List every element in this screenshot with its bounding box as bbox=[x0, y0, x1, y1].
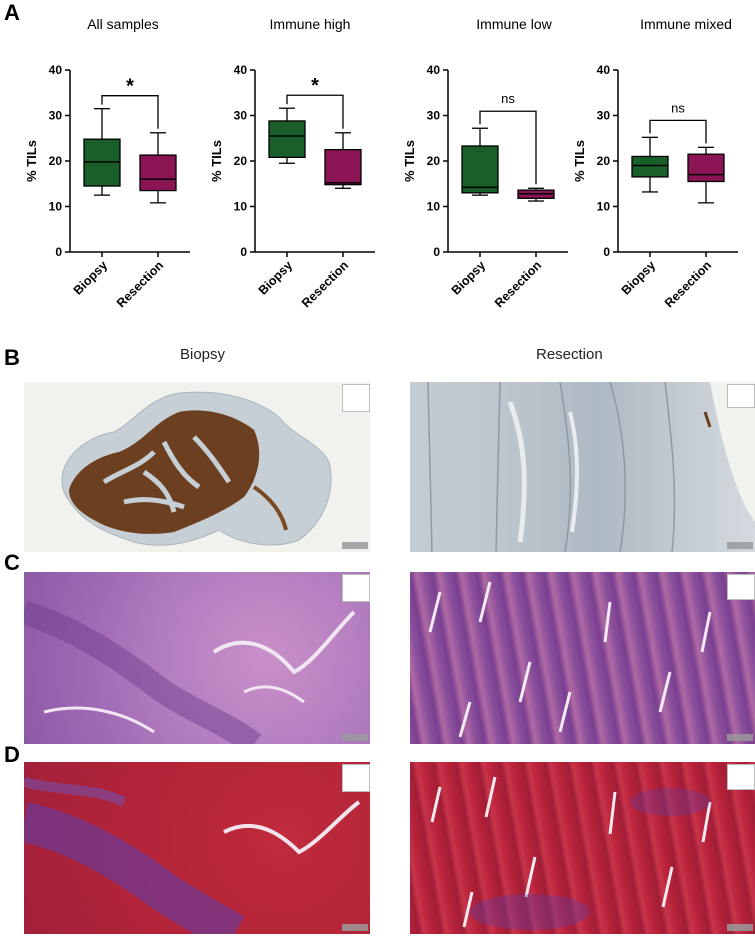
chart-title-immune-mixed: Immune mixed bbox=[640, 16, 732, 32]
y-tick-label: 20 bbox=[427, 154, 441, 168]
box-plot-2: 0 10 20 30 40 % TILs Biopsy Resection ns bbox=[402, 63, 568, 310]
x-tick-label: Resection bbox=[662, 258, 714, 310]
chart-title-immune-high: Immune high bbox=[269, 16, 351, 32]
y-tick-label: 0 bbox=[240, 245, 247, 259]
y-axis-label: % TILs bbox=[24, 140, 39, 182]
y-tick-label: 30 bbox=[427, 109, 441, 123]
y-tick-label: 40 bbox=[427, 63, 441, 77]
box-biopsy bbox=[268, 107, 306, 164]
significance-bracket bbox=[101, 95, 159, 129]
x-tick-label: Resection bbox=[299, 258, 351, 310]
y-tick-label: 40 bbox=[234, 63, 248, 77]
resection-stain-map-image bbox=[410, 762, 755, 934]
y-tick-label: 20 bbox=[234, 154, 248, 168]
y-tick-label: 30 bbox=[597, 109, 611, 123]
significance-label: * bbox=[311, 75, 319, 97]
resection-ihc-image bbox=[410, 382, 755, 552]
box-resection bbox=[139, 132, 177, 204]
x-tick-label: Biopsy bbox=[71, 258, 110, 297]
y-tick-label: 0 bbox=[603, 245, 610, 259]
y-tick-label: 0 bbox=[55, 245, 62, 259]
biopsy-ihc-image bbox=[24, 382, 370, 552]
iqr-box bbox=[461, 145, 499, 194]
significance-label: * bbox=[126, 76, 134, 98]
significance-label: ns bbox=[501, 91, 515, 106]
y-axis-label: % TILs bbox=[209, 140, 224, 182]
iqr-box bbox=[324, 148, 362, 186]
iqr-box bbox=[687, 153, 725, 183]
box-biopsy bbox=[83, 108, 121, 196]
box-biopsy bbox=[631, 136, 669, 193]
x-tick-label: Biopsy bbox=[619, 258, 658, 297]
chart-title-immune-low: Immune low bbox=[476, 16, 552, 32]
iqr-box bbox=[631, 155, 669, 178]
y-tick-label: 10 bbox=[597, 200, 611, 214]
x-tick-label: Biopsy bbox=[449, 258, 488, 297]
resection-he-image bbox=[410, 572, 755, 744]
panel-label-a: A bbox=[4, 0, 20, 25]
significance-bracket bbox=[649, 119, 707, 144]
box-biopsy bbox=[461, 127, 499, 196]
panel-label-b: B bbox=[4, 345, 20, 370]
iqr-box bbox=[139, 154, 177, 192]
x-tick-label: Biopsy bbox=[256, 258, 295, 297]
y-tick-label: 20 bbox=[49, 154, 63, 168]
box-resection bbox=[687, 146, 725, 204]
y-tick-label: 30 bbox=[234, 109, 248, 123]
y-tick-label: 40 bbox=[49, 63, 63, 77]
y-tick-label: 20 bbox=[597, 154, 611, 168]
y-tick-label: 0 bbox=[433, 245, 440, 259]
box-resection bbox=[517, 187, 555, 202]
significance-bracket bbox=[479, 110, 537, 185]
y-tick-label: 40 bbox=[597, 63, 611, 77]
y-tick-label: 10 bbox=[234, 200, 248, 214]
column-title-resection: Resection bbox=[536, 346, 603, 363]
significance-bracket bbox=[286, 94, 344, 129]
y-tick-label: 10 bbox=[427, 200, 441, 214]
panel-label-c: C bbox=[4, 550, 20, 575]
y-axis-label: % TILs bbox=[572, 140, 587, 182]
x-tick-label: Resection bbox=[492, 258, 544, 310]
biopsy-he-image bbox=[24, 572, 370, 744]
iqr-box bbox=[268, 120, 306, 159]
box-plot-3: 0 10 20 30 40 % TILs Biopsy Resection ns bbox=[572, 63, 738, 310]
box-resection bbox=[324, 132, 362, 189]
y-tick-label: 10 bbox=[49, 200, 63, 214]
column-title-biopsy: Biopsy bbox=[180, 346, 226, 363]
box-plot-1: 0 10 20 30 40 % TILs Biopsy Resection * bbox=[209, 63, 375, 310]
biopsy-stain-map-image bbox=[24, 762, 370, 934]
y-tick-label: 30 bbox=[49, 109, 63, 123]
significance-label: ns bbox=[671, 100, 685, 115]
x-tick-label: Resection bbox=[114, 258, 166, 310]
y-axis-label: % TILs bbox=[402, 140, 417, 182]
panel-label-d: D bbox=[4, 742, 20, 767]
chart-title-all-samples: All samples bbox=[87, 16, 159, 32]
box-plot-0: 0 10 20 30 40 % TILs Biopsy Resection * bbox=[24, 63, 190, 310]
